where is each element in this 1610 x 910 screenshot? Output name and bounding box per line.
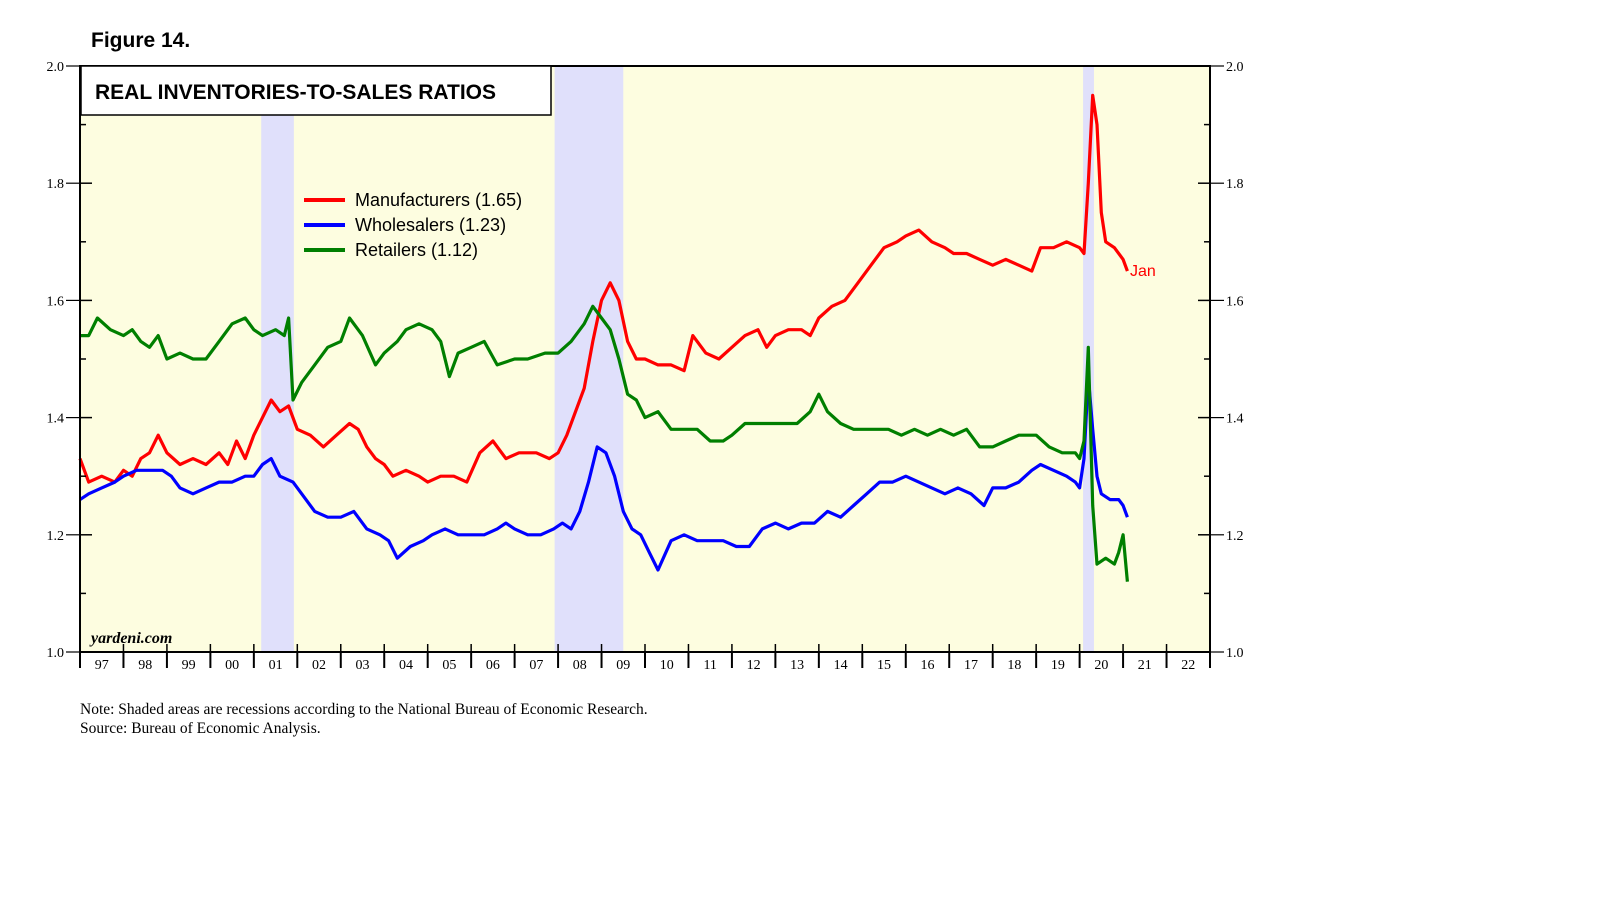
x-tick-label: 21	[1138, 658, 1152, 673]
x-tick-label: 06	[486, 658, 500, 673]
x-tick-label: 99	[182, 658, 196, 673]
y-tick-label-right: 1.2	[1226, 529, 1244, 544]
x-tick-label: 00	[225, 658, 239, 673]
x-tick-label: 14	[834, 658, 848, 673]
series-line-wholesalers	[79, 375, 1129, 572]
x-tick-label: 16	[921, 658, 935, 673]
legend-label-wholesalers: Wholesalers (1.23)	[355, 215, 506, 235]
x-tick-label: 03	[356, 658, 370, 673]
x-tick-label: 97	[95, 658, 109, 673]
y-tick-label-right: 1.8	[1226, 177, 1244, 192]
x-tick-label: 15	[877, 658, 891, 673]
x-tick-label: 20	[1094, 658, 1108, 673]
x-tick-label: 22	[1181, 658, 1195, 673]
y-tick-label-right: 1.6	[1226, 294, 1244, 309]
series-line-manufacturers	[78, 93, 1129, 484]
legend-label-retailers: Retailers (1.12)	[355, 240, 478, 260]
y-tick-label-left: 1.2	[47, 529, 65, 544]
x-tick-label: 12	[747, 658, 761, 673]
x-tick-label: 07	[529, 658, 543, 673]
y-tick-label-right: 1.4	[1226, 412, 1244, 427]
y-tick-label-left: 1.6	[47, 294, 65, 309]
x-tick-label: 11	[703, 658, 716, 673]
source-text: Source: Bureau of Economic Analysis.	[80, 720, 321, 737]
y-tick-label-right: 2.0	[1226, 60, 1244, 75]
y-tick-label-left: 1.0	[47, 646, 65, 661]
recession-band-0	[261, 66, 294, 652]
x-tick-label: 01	[269, 658, 283, 673]
x-tick-label: 19	[1051, 658, 1065, 673]
series-line-retailers	[80, 304, 1129, 582]
watermark: yardeni.com	[89, 630, 172, 647]
end-label: Jan	[1130, 263, 1156, 280]
x-tick-label: 05	[442, 658, 456, 673]
figure-label: Figure 14.	[91, 29, 191, 52]
x-tick-label: 04	[399, 658, 413, 673]
y-tick-label-left: 1.4	[47, 412, 65, 427]
note-text: Note: Shaded areas are recessions accord…	[80, 701, 648, 718]
x-tick-label: 18	[1007, 658, 1021, 673]
left-y-axis: 1.0 1.2 1.4 1.6 1.8 2.0	[47, 60, 92, 661]
x-tick-label: 09	[616, 658, 630, 673]
right-y-axis: 1.0 1.2 1.4 1.6 1.8 2.0	[1198, 60, 1244, 661]
y-tick-label-right: 1.0	[1226, 646, 1244, 661]
x-tick-label: 02	[312, 658, 326, 673]
y-tick-label-left: 1.8	[47, 177, 65, 192]
x-tick-label: 17	[964, 658, 978, 673]
notes: Note: Shaded areas are recessions accord…	[80, 700, 648, 738]
x-tick-label: 10	[660, 658, 674, 673]
data-series	[78, 93, 1129, 582]
x-tick-label: 13	[790, 658, 804, 673]
x-tick-label: 08	[573, 658, 587, 673]
x-axis: 97 98 99 00 01 02 03 04 05 06 07 08 09 10 11 12 13 14 15 16…	[79, 644, 1211, 673]
x-tick-label: 98	[138, 658, 152, 673]
chart-title: REAL INVENTORIES-TO-SALES RATIOS	[95, 81, 496, 104]
y-tick-label-left: 2.0	[47, 60, 65, 75]
legend-label-manufacturers: Manufacturers (1.65)	[355, 190, 522, 210]
chart-title-box: REAL INVENTORIES-TO-SALES RATIOS	[80, 65, 552, 116]
legend: Manufacturers (1.65) Wholesalers (1.23) Re…	[304, 190, 522, 260]
